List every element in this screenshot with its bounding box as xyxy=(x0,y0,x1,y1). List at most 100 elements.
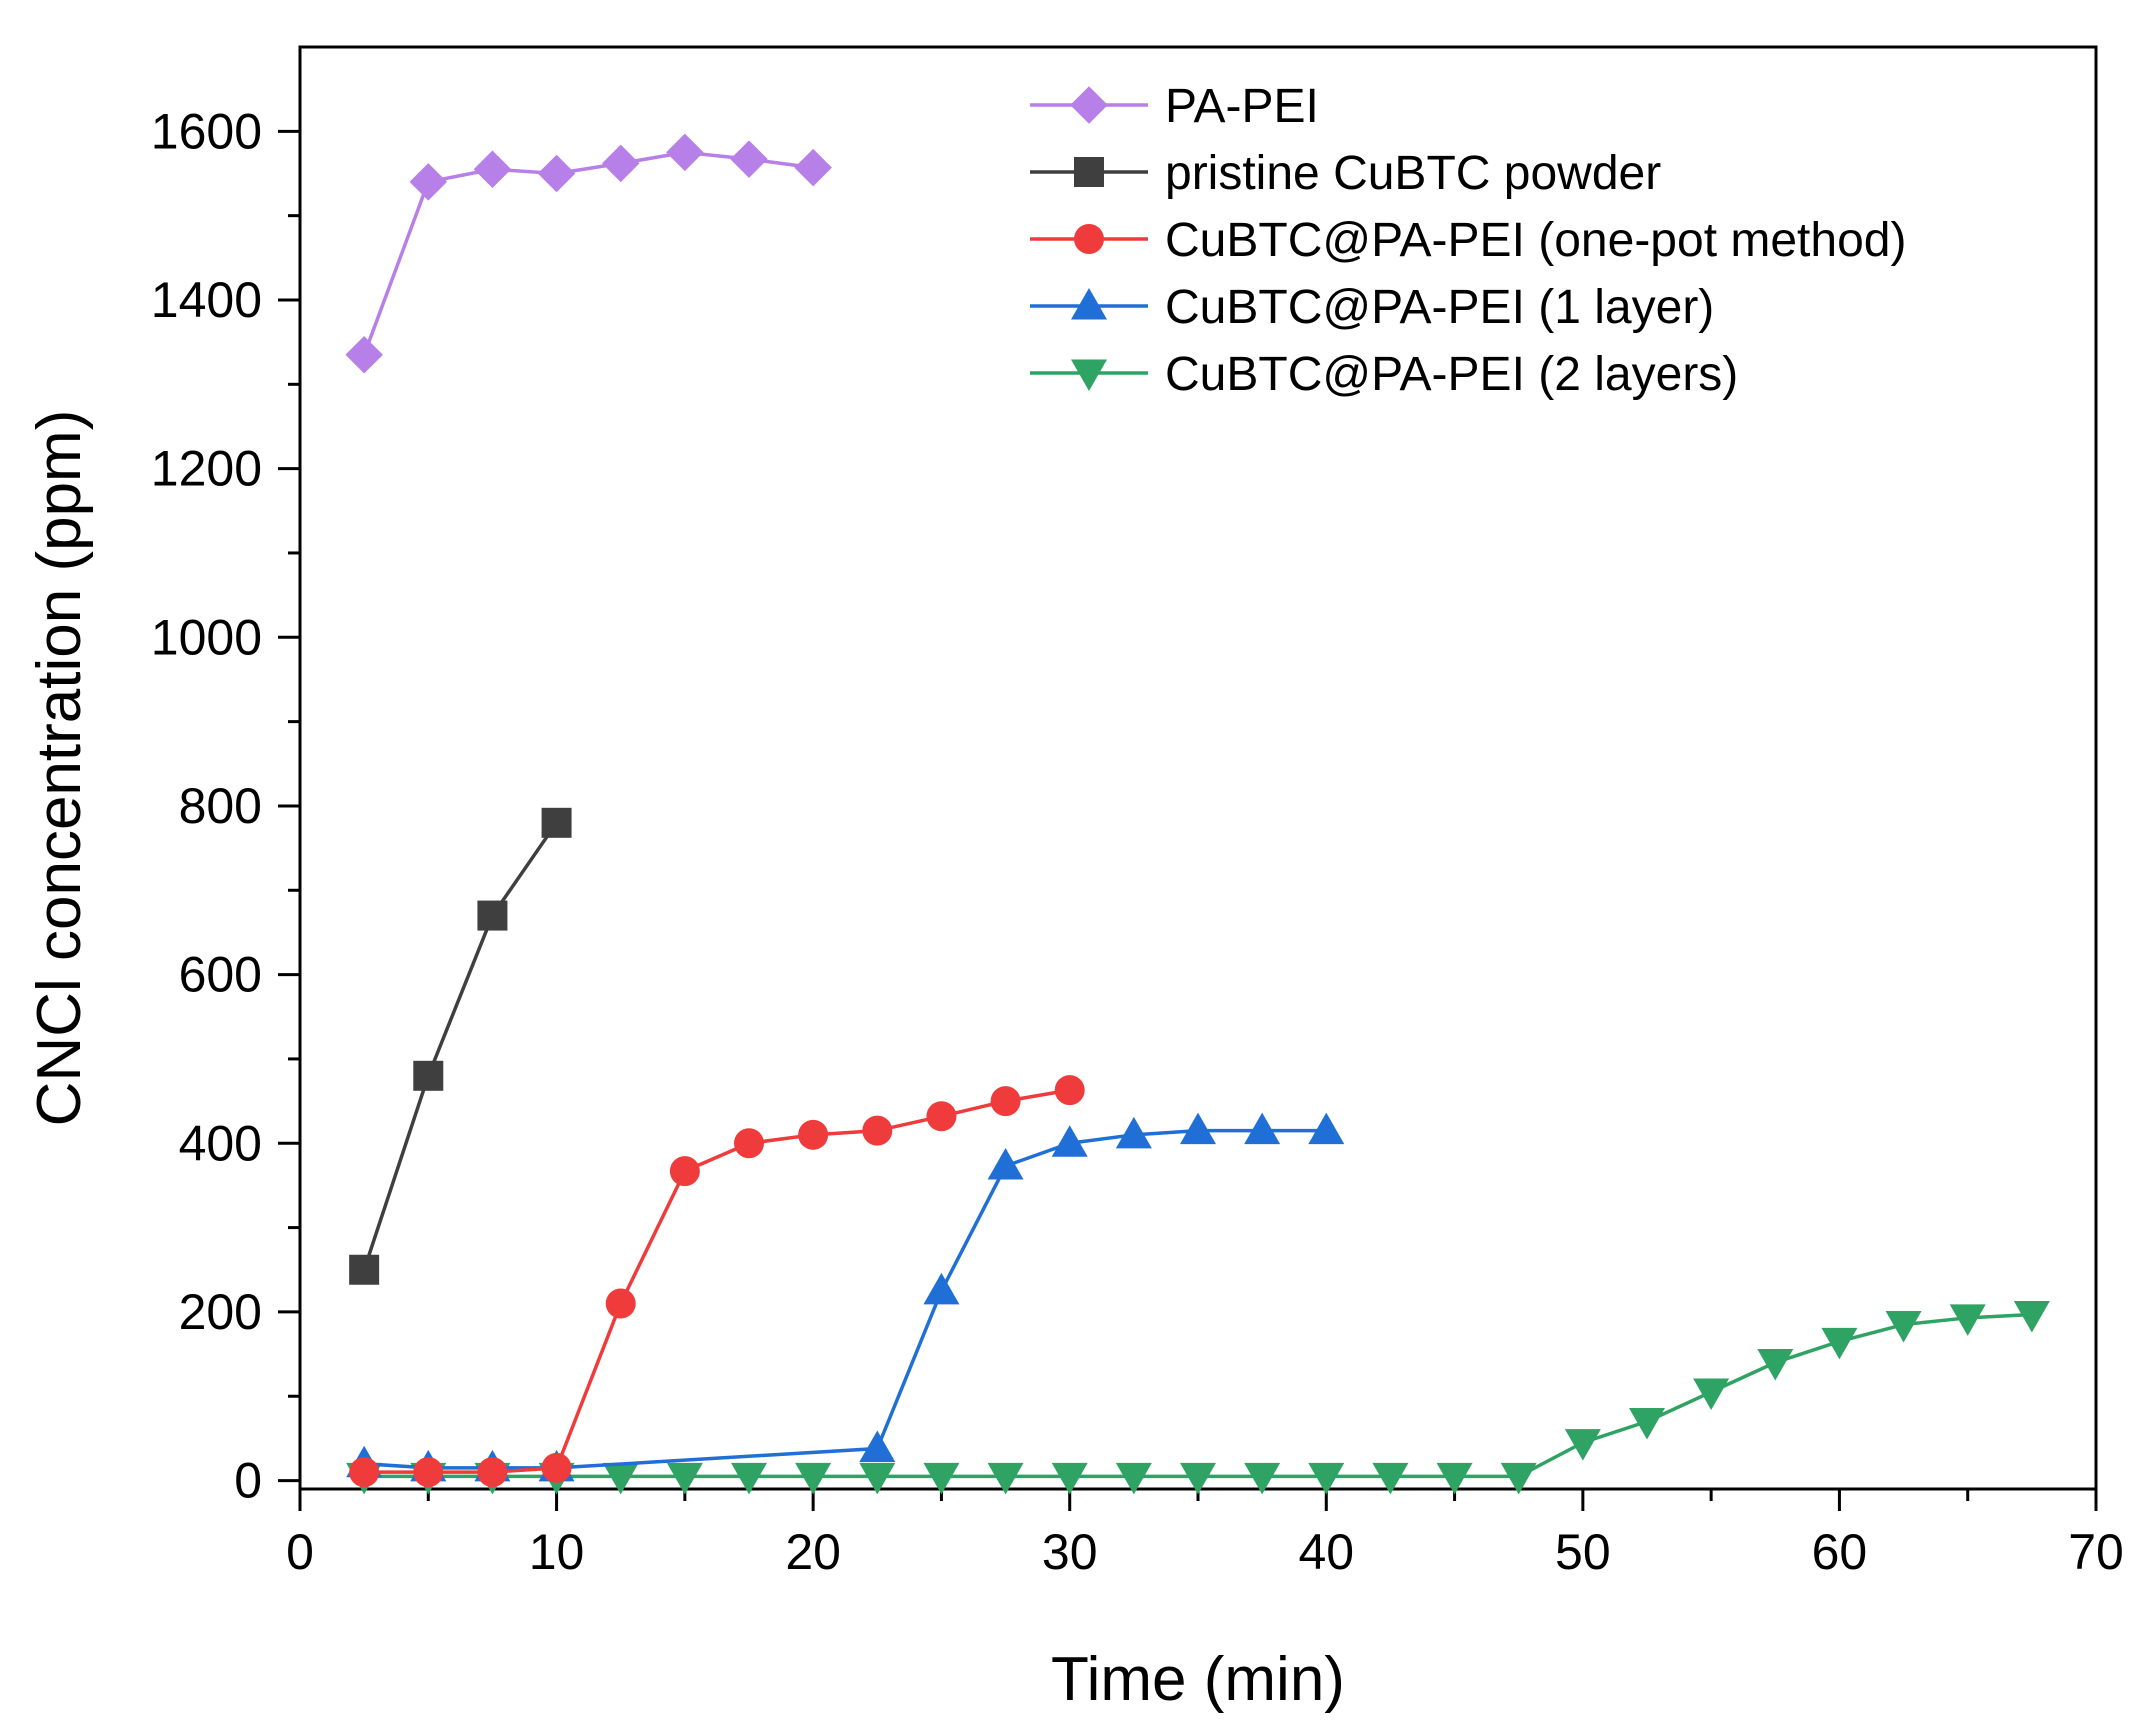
y-tick-label: 400 xyxy=(179,1115,262,1171)
legend-label: CuBTC@PA-PEI (1 layer) xyxy=(1165,281,1714,334)
y-tick-label: 1000 xyxy=(151,609,262,665)
data-point xyxy=(413,1457,444,1488)
data-point xyxy=(1180,1112,1216,1145)
data-point xyxy=(1308,1112,1345,1145)
data-point xyxy=(1115,1462,1152,1495)
series-cubtc-pa-pei-one-pot-method- xyxy=(349,1075,1085,1488)
data-point xyxy=(926,1101,957,1132)
data-point xyxy=(541,1452,572,1483)
data-point xyxy=(794,148,832,187)
data-point xyxy=(987,1148,1024,1180)
data-point xyxy=(1564,1429,1601,1461)
data-point xyxy=(1054,1075,1085,1106)
data-point xyxy=(859,1430,896,1463)
legend-item: PA-PEI xyxy=(1030,80,1319,133)
series-line xyxy=(364,1312,2032,1479)
data-point xyxy=(1949,1304,1986,1336)
x-tick-label: 30 xyxy=(1042,1524,1098,1580)
y-tick-label: 600 xyxy=(179,947,262,1003)
data-point xyxy=(1757,1349,1794,1381)
y-tick-label: 0 xyxy=(234,1453,262,1509)
y-tick-label: 1400 xyxy=(151,272,262,328)
data-point xyxy=(987,1462,1024,1495)
x-tick-label: 40 xyxy=(1298,1524,1354,1580)
legend-marker xyxy=(1074,157,1104,187)
series-layer xyxy=(345,133,2050,1495)
x-tick-label: 20 xyxy=(785,1524,841,1580)
data-point xyxy=(1821,1327,1858,1360)
legend-label: pristine CuBTC powder xyxy=(1165,147,1661,200)
x-tick-label: 0 xyxy=(286,1524,314,1580)
data-point xyxy=(541,807,572,838)
data-point xyxy=(731,1462,767,1495)
data-point xyxy=(1885,1311,1922,1343)
data-point xyxy=(923,1462,960,1495)
data-point xyxy=(477,1457,508,1488)
x-tick-label: 60 xyxy=(1812,1524,1868,1580)
data-point xyxy=(1180,1462,1216,1495)
x-tick-label: 70 xyxy=(2068,1524,2124,1580)
data-point xyxy=(666,1462,703,1495)
legend: PA-PEI pristine CuBTC powder CuBTC@PA-PEI … xyxy=(1030,80,1906,401)
data-point xyxy=(666,133,704,172)
data-point xyxy=(1051,1125,1088,1157)
data-point xyxy=(349,1254,380,1285)
data-point xyxy=(1244,1462,1281,1495)
data-point xyxy=(413,1060,444,1091)
legend-marker xyxy=(1071,359,1107,391)
series-line xyxy=(364,1128,1327,1470)
y-tick-label: 1200 xyxy=(151,441,262,497)
data-point xyxy=(798,1119,829,1150)
x-tick-label: 10 xyxy=(529,1524,585,1580)
y-tick-label: 200 xyxy=(179,1284,262,1340)
legend-item: CuBTC@PA-PEI (1 layer) xyxy=(1030,281,1714,334)
data-point xyxy=(349,1457,380,1488)
data-point xyxy=(601,144,640,183)
legend-marker xyxy=(1071,288,1107,320)
legend-marker xyxy=(1074,224,1104,254)
data-point xyxy=(859,1462,896,1495)
data-point xyxy=(795,1462,832,1495)
series-pa-pei xyxy=(345,133,832,374)
data-point xyxy=(2013,1300,2050,1333)
series-line xyxy=(364,1088,1071,1474)
data-point xyxy=(605,1288,636,1319)
legend-label: PA-PEI xyxy=(1165,80,1319,133)
legend-item: CuBTC@PA-PEI (one-pot method) xyxy=(1030,214,1906,267)
data-point xyxy=(1244,1112,1281,1145)
y-axis-label: CNCl concentration (ppm) xyxy=(25,410,94,1127)
y-tick-label: 800 xyxy=(179,778,262,834)
series-line xyxy=(362,821,559,1271)
data-point xyxy=(1500,1462,1537,1495)
data-point xyxy=(1629,1408,1665,1440)
axis-ticks: 0 10 20 30 40 50 60 70 0 200 400 600 800 1000 1200 1400… xyxy=(151,103,2124,1580)
data-point xyxy=(537,154,576,193)
series-cubtc-pa-pei-1-layer- xyxy=(346,1112,1345,1482)
x-axis-label: Time (min) xyxy=(1051,1645,1345,1714)
data-point xyxy=(345,336,383,374)
x-tick-label: 50 xyxy=(1555,1524,1611,1580)
data-point xyxy=(669,1156,700,1187)
data-point xyxy=(862,1115,893,1146)
data-point xyxy=(409,163,448,201)
legend-marker xyxy=(1070,86,1108,124)
data-point xyxy=(477,900,508,931)
data-point xyxy=(1115,1116,1152,1149)
legend-item: CuBTC@PA-PEI (2 layers) xyxy=(1030,348,1738,401)
data-point xyxy=(1372,1462,1409,1495)
data-point xyxy=(473,150,512,189)
data-point xyxy=(1693,1378,1730,1411)
series-pristine-cubtc-powder xyxy=(349,807,572,1285)
data-point xyxy=(990,1086,1021,1117)
legend-label: CuBTC@PA-PEI (2 layers) xyxy=(1165,348,1738,401)
data-point xyxy=(734,1128,764,1159)
data-point xyxy=(1051,1462,1088,1495)
data-point xyxy=(1308,1462,1345,1495)
legend-item: pristine CuBTC powder xyxy=(1030,147,1661,200)
legend-label: CuBTC@PA-PEI (one-pot method) xyxy=(1165,214,1906,267)
data-point xyxy=(602,1462,639,1495)
data-point xyxy=(1436,1462,1473,1495)
data-point xyxy=(730,140,768,178)
y-tick-label: 1600 xyxy=(151,103,262,159)
